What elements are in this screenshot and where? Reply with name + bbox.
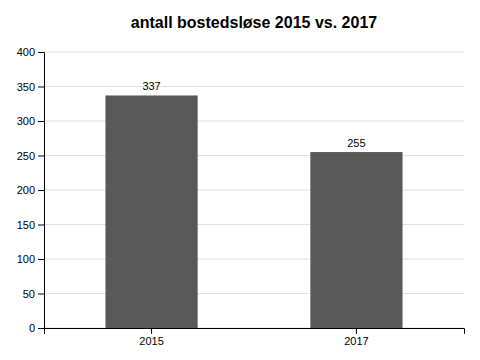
tick-mark — [38, 52, 44, 53]
tick-label: 350 — [17, 81, 35, 93]
chart-container: antall bostedsløse 2015 vs. 2017 337 255 0 5… — [0, 0, 480, 360]
chart: antall bostedsløse 2015 vs. 2017 337 255 0 5… — [0, 0, 480, 360]
tick-label: 2017 — [344, 335, 368, 347]
tick-label: 400 — [17, 46, 35, 58]
tick-mark — [38, 87, 44, 88]
data-labels: 337 255 — [142, 80, 365, 149]
axis-line — [45, 329, 465, 335]
tick-label: 100 — [17, 253, 35, 265]
bar — [310, 152, 402, 328]
tick-mark — [38, 225, 44, 226]
tick: 150 — [17, 219, 44, 231]
plot-area: 337 255 0 50 100 150 200 250 300 350 400 2015 2017 — [17, 46, 465, 347]
tick: 2015 — [139, 328, 163, 347]
tick-label: 300 — [17, 115, 35, 127]
tick-mark — [38, 190, 44, 191]
tick-label: 250 — [17, 150, 35, 162]
tick: 250 — [17, 150, 44, 162]
tick-label: 50 — [23, 288, 35, 300]
tick-mark — [38, 156, 44, 157]
grid-line — [44, 52, 464, 53]
tick-label: 200 — [17, 184, 35, 196]
tick: 0 — [29, 322, 44, 334]
tick: 100 — [17, 253, 44, 265]
data-label: 337 — [142, 80, 160, 92]
tick-mark — [151, 328, 152, 334]
tick-label: 150 — [17, 219, 35, 231]
tick-mark — [38, 259, 44, 260]
bars — [105, 95, 402, 328]
tick: 2017 — [344, 328, 368, 347]
tick-label: 0 — [29, 322, 35, 334]
grid — [44, 52, 464, 328]
tick-mark — [38, 121, 44, 122]
axis-line — [38, 53, 45, 329]
tick: 300 — [17, 115, 44, 127]
title: antall bostedsløse 2015 vs. 2017 — [131, 14, 377, 31]
tick-label: 2015 — [139, 335, 163, 347]
y-axis: 0 50 100 150 200 250 300 350 400 — [17, 46, 45, 334]
bar — [105, 95, 197, 328]
tick-mark — [38, 294, 44, 295]
tick: 350 — [17, 81, 44, 93]
grid-line — [44, 86, 464, 87]
tick: 50 — [23, 288, 44, 300]
tick: 400 — [17, 46, 44, 58]
tick-mark — [38, 328, 44, 329]
x-axis: 2015 2017 — [45, 328, 465, 347]
tick: 200 — [17, 184, 44, 196]
tick-mark — [356, 328, 357, 334]
data-label: 255 — [347, 137, 365, 149]
